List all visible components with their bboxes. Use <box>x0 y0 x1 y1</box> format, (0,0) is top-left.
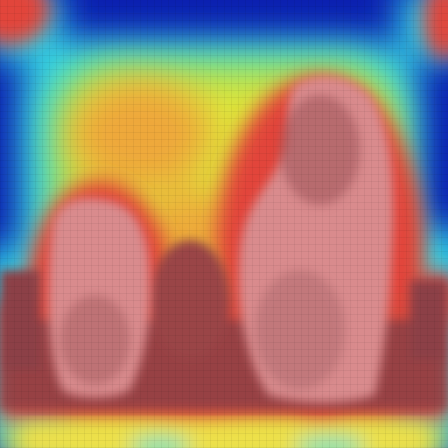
bottom-strip-group <box>20 425 430 448</box>
shade-right-top <box>280 95 360 205</box>
red-top-left-corner <box>0 0 50 45</box>
shade-left-bottom <box>60 295 130 385</box>
red-top-right-corner <box>423 0 448 60</box>
dark-red-center-gap <box>150 240 230 360</box>
orange-top-left <box>70 80 210 190</box>
bottom-yellow <box>20 425 430 448</box>
bottom-cyan-right <box>295 436 365 448</box>
figure-shading-group <box>60 95 360 390</box>
bottom-cyan-center <box>130 436 190 448</box>
shade-right-bottom <box>255 270 345 390</box>
dark-red-right-edge <box>410 280 448 360</box>
dark-red-left-edge <box>0 270 40 370</box>
